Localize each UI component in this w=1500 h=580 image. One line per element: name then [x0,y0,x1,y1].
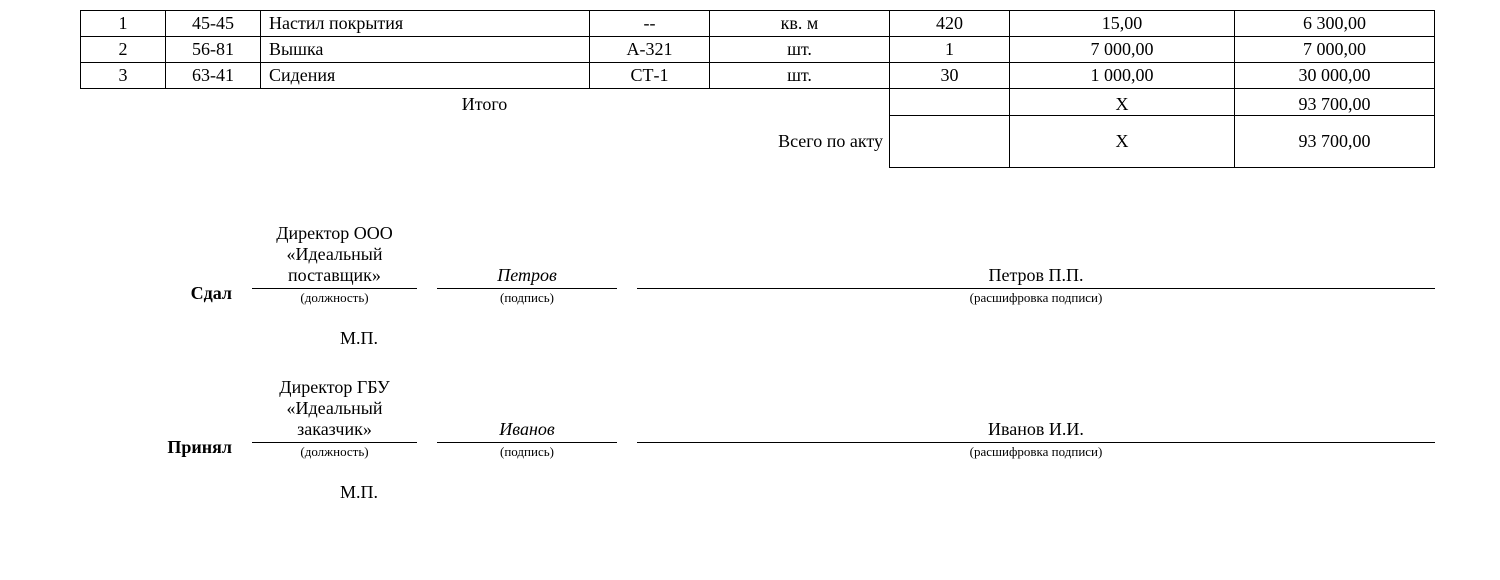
signature-caption: (подпись) [500,444,554,460]
cell-code: 45-45 [166,11,261,37]
cell-qty: 420 [890,11,1010,37]
signature-sign-block: Иванов (подпись) [437,419,617,460]
summary-x: Х [1010,89,1235,115]
signature-fullname-block: Петров П.П. (расшифровка подписи) [637,265,1435,306]
signature-position-block: Директор ГБУ «Идеальный заказчик» (должн… [252,377,417,460]
cell-unit: кв. м [710,11,890,37]
cell-price: 1 000,00 [1010,63,1235,89]
table-row: 3 63-41 Сидения СТ-1 шт. 30 1 000,00 30 … [81,63,1435,89]
signature-position-block: Директор ООО «Идеальный поставщик» (долж… [252,223,417,306]
signature-caption: (подпись) [500,290,554,306]
cell-qty: 1 [890,37,1010,63]
summary-total: 93 700,00 [1235,115,1435,167]
signature-position: Директор ООО «Идеальный поставщик» [252,223,417,289]
signature-fullname-block: Иванов И.И. (расшифровка подписи) [637,419,1435,460]
summary-label: Итого [80,89,890,115]
cell-name: Сидения [261,63,590,89]
signature-sign: Петров [437,265,617,289]
cell-total: 6 300,00 [1235,11,1435,37]
signature-caption: (расшифровка подписи) [970,444,1103,460]
summary-label: Всего по акту [80,115,890,167]
table-row: 1 45-45 Настил покрытия -- кв. м 420 15,… [81,11,1435,37]
summary-empty [890,89,1010,115]
signature-fullname: Иванов И.И. [637,419,1435,443]
cell-qty: 30 [890,63,1010,89]
signature-caption: (должность) [300,290,368,306]
cell-price: 7 000,00 [1010,37,1235,63]
signatures-section: Сдал Директор ООО «Идеальный поставщик» … [80,223,1435,503]
mp-mark: М.П. [340,328,1435,349]
items-table: 1 45-45 Настил покрытия -- кв. м 420 15,… [80,10,1435,89]
summary-row-itogo: Итого Х 93 700,00 [80,89,1435,115]
summary-empty [890,115,1010,167]
signature-sign: Иванов [437,419,617,443]
cell-code: 56-81 [166,37,261,63]
cell-name: Настил покрытия [261,11,590,37]
cell-total: 7 000,00 [1235,37,1435,63]
cell-unit: шт. [710,63,890,89]
summary-row-grand: Всего по акту Х 93 700,00 [80,115,1435,167]
signature-fullname: Петров П.П. [637,265,1435,289]
cell-name: Вышка [261,37,590,63]
cell-model: -- [590,11,710,37]
signature-position: Директор ГБУ «Идеальный заказчик» [252,377,417,443]
cell-model: А-321 [590,37,710,63]
cell-model: СТ-1 [590,63,710,89]
signature-sign-block: Петров (подпись) [437,265,617,306]
cell-num: 2 [81,37,166,63]
signature-row-delivered: Сдал Директор ООО «Идеальный поставщик» … [152,223,1435,306]
signature-caption: (должность) [300,444,368,460]
mp-mark: М.П. [340,482,1435,503]
table-row: 2 56-81 Вышка А-321 шт. 1 7 000,00 7 000… [81,37,1435,63]
summary-x: Х [1010,115,1235,167]
cell-num: 3 [81,63,166,89]
signature-label: Сдал [152,283,232,306]
cell-num: 1 [81,11,166,37]
cell-total: 30 000,00 [1235,63,1435,89]
signature-label: Принял [152,437,232,460]
summary-total: 93 700,00 [1235,89,1435,115]
cell-unit: шт. [710,37,890,63]
cell-price: 15,00 [1010,11,1235,37]
signature-caption: (расшифровка подписи) [970,290,1103,306]
summary-table: Итого Х 93 700,00 Всего по акту Х 93 700… [80,89,1435,168]
signature-row-received: Принял Директор ГБУ «Идеальный заказчик»… [152,377,1435,460]
cell-code: 63-41 [166,63,261,89]
